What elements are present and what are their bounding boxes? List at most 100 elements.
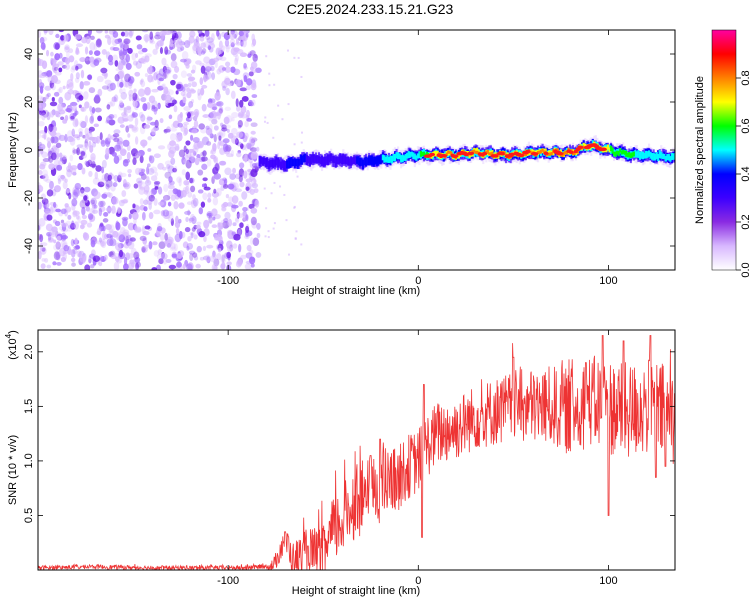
signal-band-cell [314,155,318,163]
signal-band-cell [282,160,286,171]
noise-speckle [84,160,89,166]
signal-band-cell [486,149,489,154]
noise-speckle [294,237,297,240]
noise-speckle [128,93,132,102]
noise-speckle [136,177,143,184]
noise-speckle [114,38,121,45]
noise-speckle [114,60,119,67]
noise-speckle [267,236,270,239]
noise-speckle [234,57,239,66]
signal-band-cell [328,154,331,163]
noise-speckle [127,169,133,174]
signal-band-cell [269,159,272,168]
signal-band-cell [652,152,655,161]
signal-band-cell [654,153,657,161]
noise-speckle [212,196,219,206]
signal-band-cell [468,153,471,159]
signal-band-cell [354,156,357,166]
noise-speckle [180,58,187,63]
noise-speckle [99,222,104,227]
noise-speckle [38,184,44,193]
noise-speckle [100,240,105,248]
noise-speckle [163,195,168,202]
noise-speckle [203,219,210,229]
noise-speckle [38,201,42,210]
noise-speckle [192,145,198,150]
noise-speckle [88,208,95,214]
noise-speckle [214,60,218,68]
noise-speckle [163,86,169,95]
noise-speckle [50,231,56,238]
noise-speckle [249,237,254,245]
signal-band-cell [620,150,623,155]
noise-speckle [46,70,53,78]
noise-speckle [249,147,258,153]
noise-speckle [206,102,214,108]
noise-speckle [216,132,224,137]
noise-speckle [114,73,120,82]
noise-speckle [202,150,207,157]
noise-speckle [187,82,192,88]
noise-speckle [183,158,187,164]
signal-band-cell [562,151,565,156]
noise-speckle [84,115,89,124]
noise-speckle [229,173,236,180]
noise-speckle [115,221,121,231]
noise-speckle [148,95,156,104]
noise-speckle [251,220,258,229]
noise-speckle [88,129,92,134]
noise-speckle [54,79,61,85]
noise-speckle [255,251,262,258]
noise-speckle [72,210,78,218]
noise-speckle [127,241,135,250]
noise-speckle [155,42,160,50]
signal-band-cell [302,154,305,163]
noise-speckle [125,62,132,70]
signal-band-cell [301,155,304,165]
noise-speckle [109,234,114,240]
noise-speckle [74,92,83,100]
noise-speckle [245,85,251,91]
noise-speckle [149,40,156,45]
noise-speckle [112,133,120,138]
noise-speckle [221,127,228,132]
noise-speckle [101,166,105,174]
noise-speckle [111,196,119,205]
noise-speckle [134,225,138,231]
noise-speckle [132,203,136,209]
noise-speckle [286,49,289,52]
noise-speckle [216,109,223,117]
noise-speckle [219,160,227,166]
noise-speckle [249,161,253,168]
noise-speckle [112,182,118,188]
noise-speckle [107,36,112,46]
noise-speckle [120,31,126,37]
noise-speckle [178,178,182,187]
noise-speckle [167,189,175,197]
noise-speckle [160,252,168,260]
noise-speckle [239,87,247,92]
noise-speckle [134,256,141,264]
noise-speckle [197,88,201,96]
signal-band-cell [264,157,267,167]
signal-band-cell [345,157,348,165]
noise-speckle [43,30,49,34]
noise-speckle [107,133,112,142]
noise-speckle [231,111,239,118]
noise-speckle [58,67,63,73]
noise-speckle [210,147,217,155]
noise-speckle [159,47,164,55]
noise-speckle [147,200,152,205]
noise-speckle [277,104,280,107]
signal-band-cell [550,152,553,156]
noise-speckle [140,96,147,103]
noise-speckle [241,191,248,200]
noise-speckle [140,139,148,147]
noise-speckle [44,125,48,134]
noise-speckle [193,151,197,156]
signal-band-cell [489,152,492,156]
noise-speckle [158,34,166,40]
noise-speckle [84,56,91,65]
noise-speckle [128,213,132,220]
signal-band-cell [641,151,645,160]
